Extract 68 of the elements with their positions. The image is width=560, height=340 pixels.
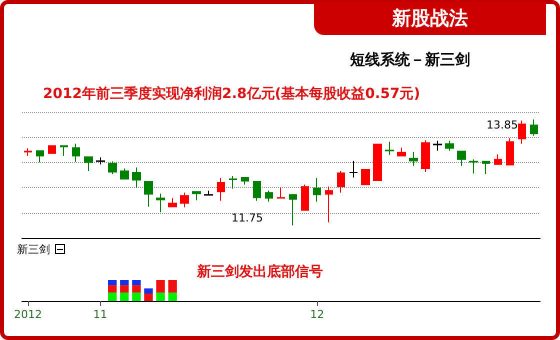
bar bbox=[168, 292, 177, 301]
bar bbox=[132, 292, 141, 301]
candlestick bbox=[144, 181, 153, 208]
bar bbox=[108, 292, 117, 301]
candlestick bbox=[325, 186, 333, 223]
candlestick bbox=[96, 156, 105, 165]
candlestick bbox=[301, 184, 309, 211]
x-tick-label: 12 bbox=[310, 308, 324, 321]
candlestick bbox=[72, 143, 80, 162]
candlestick bbox=[433, 140, 442, 152]
x-tick-label: 11 bbox=[93, 308, 108, 321]
candlestick bbox=[36, 150, 44, 163]
candlestick bbox=[337, 170, 345, 194]
candlestick bbox=[313, 178, 321, 202]
candlestick bbox=[180, 192, 189, 208]
bar bbox=[144, 293, 153, 301]
candlestick bbox=[156, 193, 165, 213]
bar bbox=[108, 285, 117, 293]
candlestick bbox=[494, 154, 502, 165]
candlestick bbox=[229, 176, 237, 190]
candlestick bbox=[289, 194, 297, 226]
annotation: 11.75 bbox=[232, 211, 264, 224]
candlestick bbox=[241, 176, 249, 186]
candlestick bbox=[397, 147, 406, 156]
candlestick bbox=[373, 144, 382, 182]
chart-title: 新股战法 bbox=[391, 8, 468, 30]
chart-subtitle: 短线系统－新三剑 bbox=[349, 50, 470, 68]
chart-title: 新三剑 bbox=[17, 243, 50, 256]
annotation: 13.85 bbox=[486, 118, 518, 132]
candlestick bbox=[204, 190, 213, 196]
candlestick bbox=[48, 145, 56, 154]
text: 2012年前三季度实现净利润2.8亿元(基本每股收益0.57元) bbox=[43, 85, 420, 102]
candlestick bbox=[361, 168, 370, 186]
candlestick bbox=[168, 198, 177, 208]
candlestick bbox=[469, 158, 478, 174]
bar bbox=[132, 285, 141, 293]
candlestick bbox=[277, 187, 285, 199]
bar bbox=[120, 292, 129, 301]
text: 新三剑发出底部信号 bbox=[196, 263, 323, 280]
candlestick bbox=[457, 150, 466, 166]
candlestick bbox=[482, 160, 490, 174]
candlestick bbox=[60, 144, 68, 156]
candlestick bbox=[120, 168, 129, 180]
candlestick bbox=[518, 120, 526, 144]
candlestick bbox=[192, 191, 201, 201]
bar bbox=[120, 280, 129, 286]
candlestick bbox=[253, 180, 261, 202]
candlestick bbox=[409, 151, 418, 166]
bar bbox=[156, 280, 165, 293]
candlestick bbox=[421, 140, 430, 172]
bar bbox=[120, 285, 129, 293]
bar bbox=[132, 280, 141, 286]
candlestick bbox=[24, 148, 32, 156]
candlestick bbox=[217, 178, 225, 202]
candlestick bbox=[506, 138, 514, 166]
bar bbox=[156, 292, 165, 301]
candlestick bbox=[530, 119, 538, 136]
candlestick bbox=[385, 141, 394, 156]
bar bbox=[144, 288, 153, 294]
bar bbox=[108, 280, 117, 286]
candlestick bbox=[265, 190, 273, 202]
candlestick bbox=[445, 140, 454, 152]
candlestick bbox=[349, 160, 358, 178]
candlestick bbox=[108, 160, 117, 174]
bar bbox=[168, 280, 177, 293]
x-tick-label: 2012 bbox=[14, 308, 42, 321]
candlestick bbox=[132, 166, 141, 188]
candlestick bbox=[84, 156, 93, 172]
